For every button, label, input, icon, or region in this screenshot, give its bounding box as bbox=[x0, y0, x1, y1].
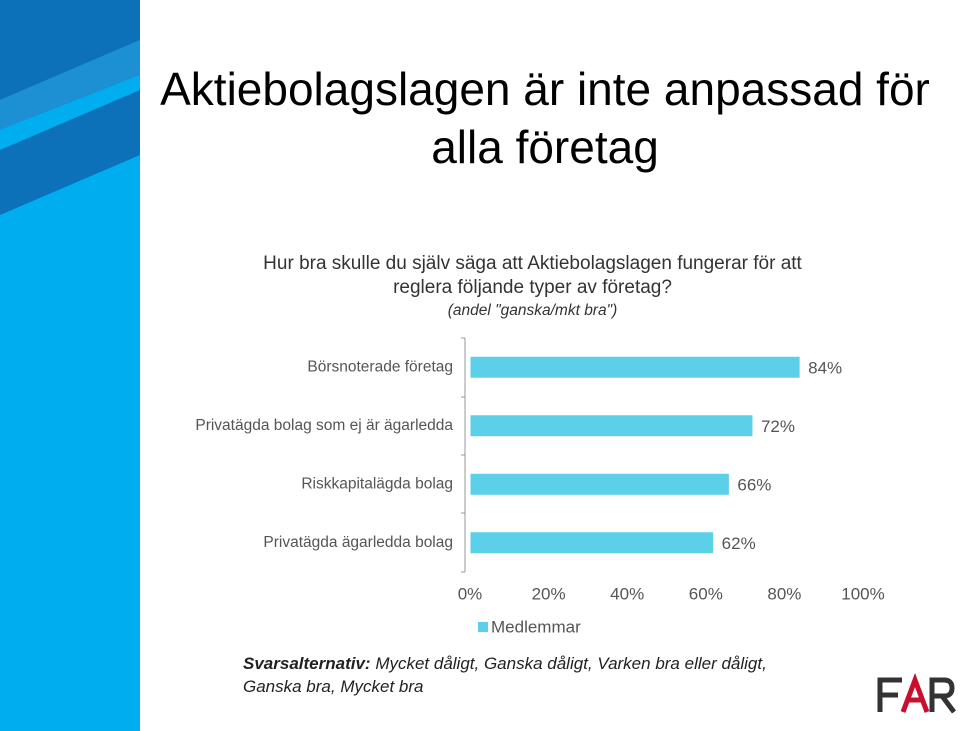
legend-label: Medlemmar bbox=[491, 617, 581, 636]
axis-ticks bbox=[461, 337, 465, 573]
title: Aktiebolagslagen är inte anpassad för al… bbox=[160, 63, 930, 173]
note: (andel "ganska/mkt bra") bbox=[447, 302, 618, 319]
y-tick-label: Privatägda ägarledda bolag bbox=[263, 534, 453, 551]
y-tick-label: Riskkapitalägda bolag bbox=[301, 475, 453, 492]
x-tick-label: 100% bbox=[841, 584, 884, 603]
y-tick-label: Privatägda bolag som ej är ägarledda bbox=[195, 417, 453, 434]
value-label: 62% bbox=[722, 534, 756, 553]
x-tick-label: 20% bbox=[532, 584, 566, 603]
decor bbox=[0, 0, 140, 100]
bar bbox=[469, 472, 730, 496]
x-tick-label: 0% bbox=[458, 584, 483, 603]
footnote-label: Svarsalternativ: bbox=[243, 654, 371, 673]
logo bbox=[877, 672, 956, 714]
footnote-text: Mycket dåligt, Ganska dåligt, Varken bra… bbox=[243, 654, 767, 696]
y-tick-label: Börsnoterade företag bbox=[307, 358, 453, 375]
value-label: 84% bbox=[808, 359, 842, 378]
bar bbox=[469, 414, 754, 438]
bar bbox=[469, 531, 715, 555]
value-label: 66% bbox=[737, 476, 771, 495]
bar bbox=[469, 355, 801, 379]
decor bbox=[0, 90, 140, 215]
decor bbox=[0, 40, 140, 130]
x-tick-label: 40% bbox=[610, 584, 644, 603]
value-label: 72% bbox=[761, 417, 795, 436]
legend-swatch bbox=[478, 622, 488, 632]
x-tick-label: 80% bbox=[767, 584, 801, 603]
footnote: Svarsalternativ: Mycket dåligt, Ganska d… bbox=[243, 652, 773, 698]
subtitle: Hur bra skulle du själv säga att Aktiebo… bbox=[263, 253, 802, 298]
x-tick-label: 60% bbox=[689, 584, 723, 603]
